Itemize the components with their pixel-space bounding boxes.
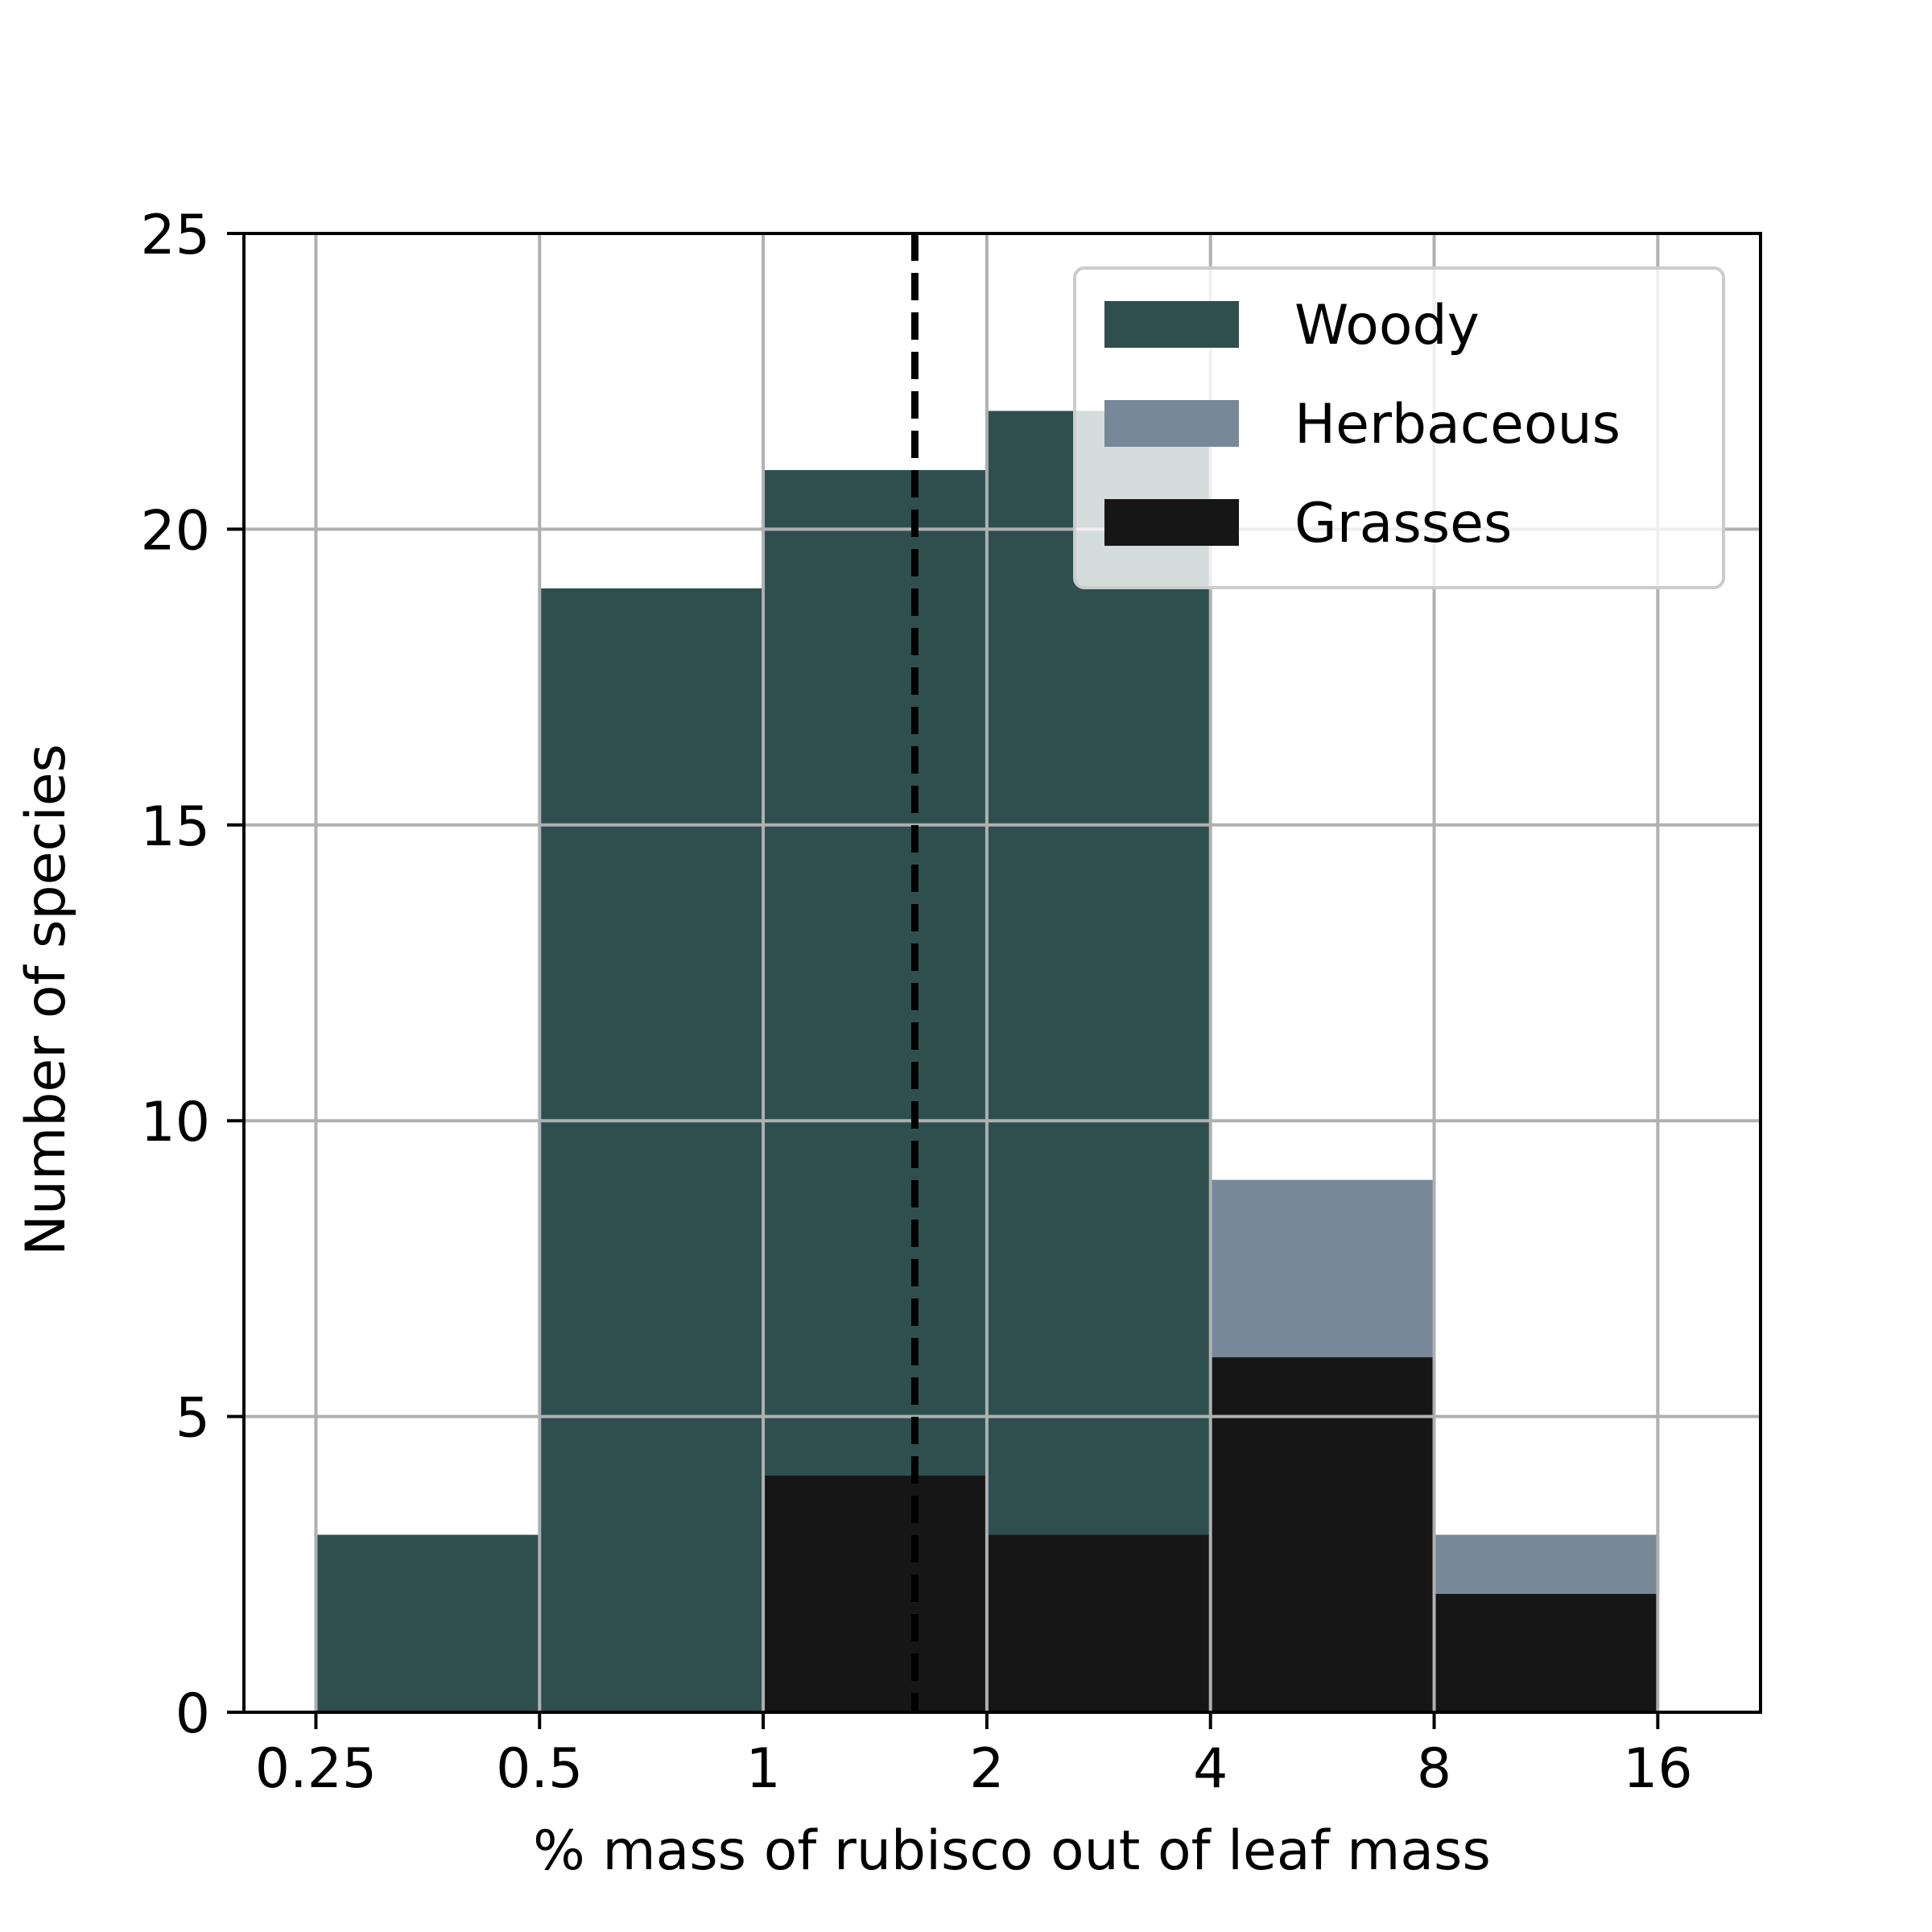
x-tick-label: 0.5 [496,1737,583,1801]
y-axis-label: Number of species [14,744,78,1256]
x-axis-label: % mass of rubisco out of leaf mass [533,1819,1491,1883]
bar-grasses-3 [986,1534,1211,1712]
y-tick-label: 15 [140,795,210,859]
x-tick-label: 4 [1193,1737,1228,1801]
legend-label-herbaceous: Herbaceous [1294,393,1620,456]
bar-grasses-4 [1210,1357,1435,1712]
x-tick-label: 2 [969,1737,1004,1801]
y-tick-label: 20 [140,499,210,563]
legend-label-grasses: Grasses [1294,492,1512,555]
y-tick-label: 0 [175,1682,210,1746]
x-tick-label: 16 [1623,1737,1693,1801]
bar-woody-0 [316,1534,540,1712]
bar-woody-3 [986,411,1211,1713]
bar-grasses-2 [763,1476,987,1712]
x-tick-label: 0.25 [255,1737,377,1801]
x-tick-label: 1 [745,1737,780,1801]
legend-label-woody: Woody [1294,294,1480,357]
legend-swatch-woody [1104,301,1239,348]
y-tick-label: 10 [140,1091,210,1154]
axes-frame [242,232,1762,1714]
legend-swatch-herbaceous [1104,400,1239,447]
legend: Woody Herbaceous Grasses [1073,266,1725,589]
y-tick-label: 5 [175,1387,210,1451]
bars-layer [316,411,1658,1713]
axes-layer: 0.25 0.5 1 2 4 8 16 0 5 10 15 20 25 [140,204,1762,1801]
y-tick-label: 25 [140,204,210,267]
legend-swatch-grasses [1104,499,1239,546]
bar-grasses-5 [1434,1594,1658,1712]
bar-woody-1 [539,588,764,1712]
x-tick-label: 8 [1417,1737,1451,1801]
